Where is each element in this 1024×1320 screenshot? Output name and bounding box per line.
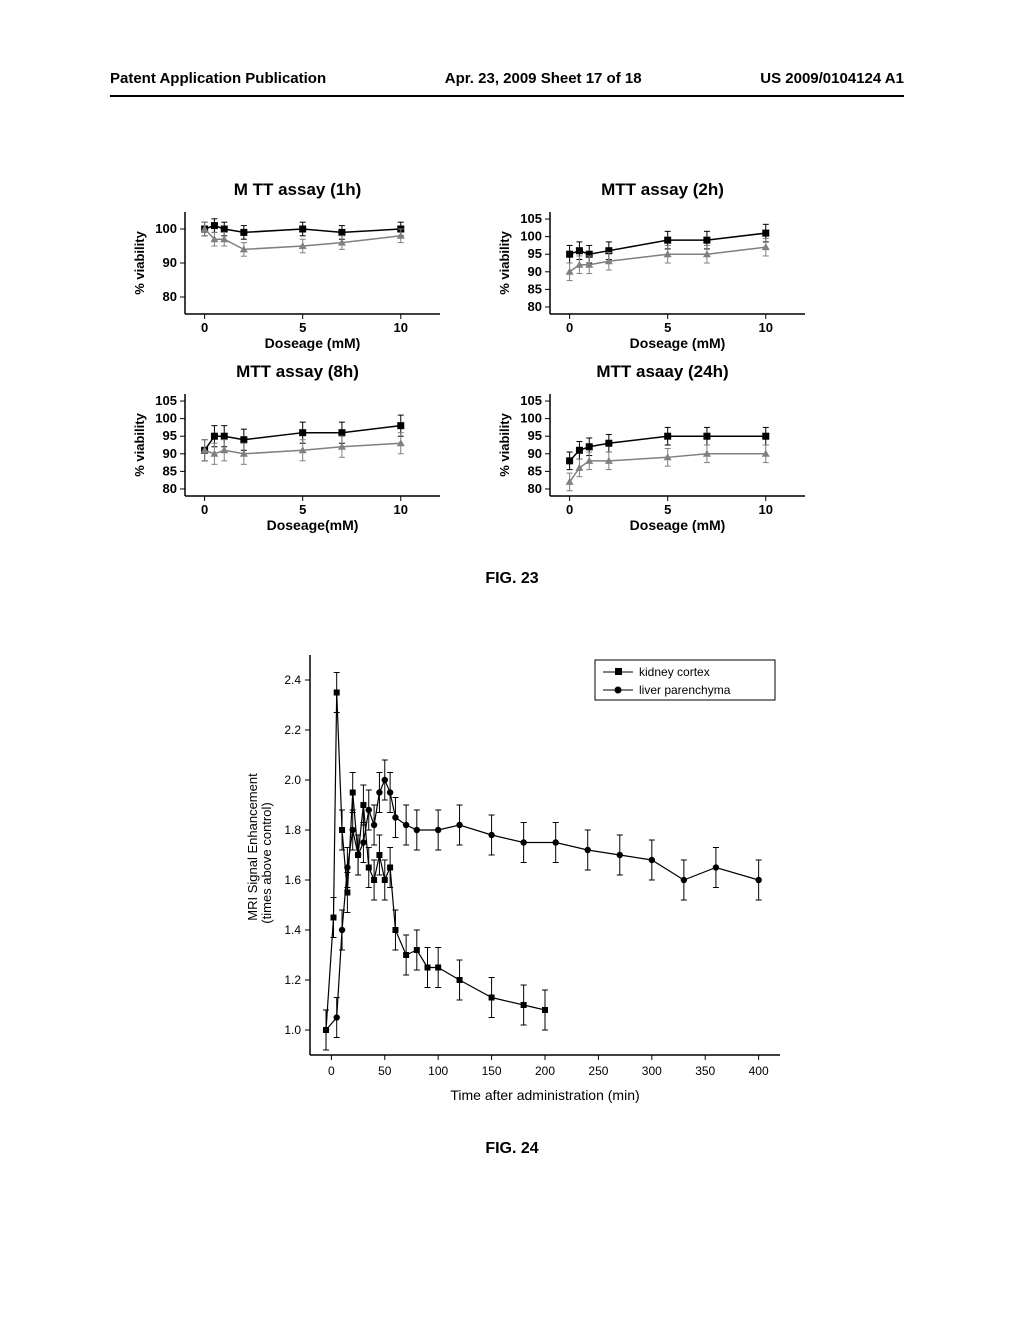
svg-text:100: 100 [520, 411, 542, 426]
header-right: US 2009/0104124 A1 [760, 70, 904, 87]
panel-title: MTT assay (2h) [495, 180, 830, 200]
svg-text:liver parenchyma: liver parenchyma [639, 683, 731, 697]
panel-svg: 80 85 90 95 100 105 0 5 10 % viability Doseage(mM) [130, 384, 450, 534]
page-header: Patent Application Publication Apr. 23, … [0, 70, 1024, 87]
svg-text:2.4: 2.4 [284, 673, 301, 687]
svg-text:300: 300 [642, 1064, 662, 1078]
svg-text:150: 150 [482, 1064, 502, 1078]
svg-text:5: 5 [664, 320, 671, 335]
fig23-panel: MTT assay (8h) 80 85 90 95 100 105 0 5 10 % viabil… [130, 362, 465, 534]
svg-text:% viability: % viability [497, 230, 512, 294]
svg-text:350: 350 [695, 1064, 715, 1078]
svg-text:2.0: 2.0 [284, 773, 301, 787]
svg-text:105: 105 [520, 211, 542, 226]
header-left: Patent Application Publication [110, 70, 326, 87]
header-rule [110, 95, 904, 97]
svg-text:5: 5 [299, 502, 306, 517]
svg-text:0: 0 [201, 320, 208, 335]
svg-text:5: 5 [299, 320, 306, 335]
svg-text:(times above control): (times above control) [259, 802, 274, 923]
svg-text:100: 100 [155, 411, 177, 426]
fig23-label: FIG. 23 [0, 570, 1024, 588]
svg-text:85: 85 [163, 463, 177, 478]
svg-text:1.8: 1.8 [284, 823, 301, 837]
panel-svg: 80 85 90 95 100 105 0 5 10 % viability Doseage (mM… [495, 202, 815, 352]
svg-text:kidney cortex: kidney cortex [639, 665, 710, 679]
svg-text:200: 200 [535, 1064, 555, 1078]
page: Patent Application Publication Apr. 23, … [0, 0, 1024, 1320]
svg-text:80: 80 [163, 481, 177, 496]
svg-text:90: 90 [528, 264, 542, 279]
svg-text:Doseage(mM): Doseage(mM) [267, 517, 359, 533]
svg-text:400: 400 [749, 1064, 769, 1078]
svg-text:85: 85 [528, 463, 542, 478]
svg-text:5: 5 [664, 502, 671, 517]
svg-text:100: 100 [428, 1064, 448, 1078]
panel-svg: 80 90 100 0 5 10 % viability Doseage (mM) [130, 202, 450, 352]
svg-text:Doseage (mM): Doseage (mM) [630, 517, 726, 533]
panel-svg: 80 85 90 95 100 105 0 5 10 % viability Doseage (mM… [495, 384, 815, 534]
svg-text:1.0: 1.0 [284, 1023, 301, 1037]
svg-text:10: 10 [394, 320, 408, 335]
svg-text:Doseage (mM): Doseage (mM) [630, 335, 726, 351]
svg-text:Time after administration (min: Time after administration (min) [450, 1087, 639, 1103]
svg-text:80: 80 [528, 299, 542, 314]
svg-text:85: 85 [528, 281, 542, 296]
svg-text:50: 50 [378, 1064, 392, 1078]
panel-title: MTT assay (8h) [130, 362, 465, 382]
svg-text:100: 100 [520, 229, 542, 244]
fig23-panel: MTT assay (2h) 80 85 90 95 100 105 0 5 10 % viabil… [495, 180, 830, 352]
svg-text:1.4: 1.4 [284, 923, 301, 937]
header-mid: Apr. 23, 2009 Sheet 17 of 18 [445, 70, 642, 87]
svg-text:250: 250 [588, 1064, 608, 1078]
svg-text:90: 90 [163, 446, 177, 461]
svg-text:0: 0 [566, 320, 573, 335]
svg-text:0: 0 [566, 502, 573, 517]
panel-title: M TT assay (1h) [130, 180, 465, 200]
svg-text:0: 0 [328, 1064, 335, 1078]
fig23-grid: M TT assay (1h)80901000510% viabilityDos… [130, 180, 830, 534]
fig24-label: FIG. 24 [0, 1140, 1024, 1158]
svg-text:90: 90 [163, 255, 177, 270]
svg-text:2.2: 2.2 [284, 723, 301, 737]
svg-text:10: 10 [759, 320, 773, 335]
svg-text:% viability: % viability [132, 412, 147, 476]
svg-text:1.6: 1.6 [284, 873, 301, 887]
svg-text:10: 10 [394, 502, 408, 517]
svg-text:105: 105 [520, 393, 542, 408]
svg-text:1.2: 1.2 [284, 973, 301, 987]
svg-text:80: 80 [528, 481, 542, 496]
svg-text:80: 80 [163, 289, 177, 304]
fig24-svg: 1.0 1.2 1.4 1.6 1.8 2.0 2.2 2.4 0 50 100 150 200 250 3… [235, 640, 795, 1110]
svg-text:% viability: % viability [132, 230, 147, 294]
fig23-panel: M TT assay (1h) 80 90 100 0 5 10 % viability Dos… [130, 180, 465, 352]
svg-text:MRI Signal Enhancement: MRI Signal Enhancement [245, 773, 260, 921]
svg-text:95: 95 [528, 428, 542, 443]
svg-text:0: 0 [201, 502, 208, 517]
svg-text:90: 90 [528, 446, 542, 461]
svg-text:95: 95 [528, 246, 542, 261]
svg-text:10: 10 [759, 502, 773, 517]
fig24-chart: 1.0 1.2 1.4 1.6 1.8 2.0 2.2 2.4 0 50 100 150 200 250 3… [235, 640, 795, 1115]
svg-text:Doseage (mM): Doseage (mM) [265, 335, 361, 351]
svg-text:95: 95 [163, 428, 177, 443]
svg-text:105: 105 [155, 393, 177, 408]
svg-text:100: 100 [155, 221, 177, 236]
fig23-panel: MTT asaay (24h) 80 85 90 95 100 105 0 5 10 % viabi… [495, 362, 830, 534]
panel-title: MTT asaay (24h) [495, 362, 830, 382]
svg-text:% viability: % viability [497, 412, 512, 476]
